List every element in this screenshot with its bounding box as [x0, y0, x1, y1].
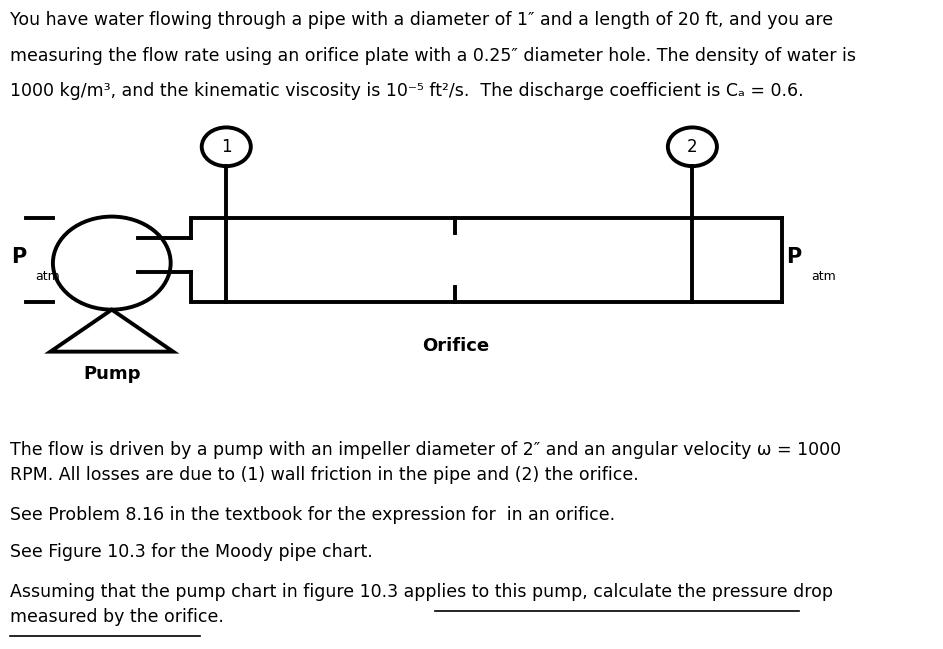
Text: atm: atm: [811, 269, 835, 282]
Text: $\mathbf{P}$: $\mathbf{P}$: [11, 247, 27, 267]
Text: See Problem 8.16 in the textbook for the expression for  in an orifice.: See Problem 8.16 in the textbook for the…: [9, 506, 615, 524]
Text: atm: atm: [36, 269, 60, 282]
Text: measured by the orifice.: measured by the orifice.: [9, 608, 223, 626]
Text: Assuming that the pump chart in figure 10.3 applies to this pump, calculate the : Assuming that the pump chart in figure 1…: [9, 583, 833, 601]
Text: Pump: Pump: [83, 365, 141, 382]
Text: measuring the flow rate using an orifice plate with a 0.25″ diameter hole. The d: measuring the flow rate using an orifice…: [9, 47, 855, 65]
Text: Orifice: Orifice: [422, 337, 488, 356]
Text: RPM. All losses are due to (1) wall friction in the pipe and (2) the orifice.: RPM. All losses are due to (1) wall fric…: [9, 467, 638, 484]
Text: 1000 kg/m³, and the kinematic viscosity is 10⁻⁵ ft²/s.  The discharge coefficien: 1000 kg/m³, and the kinematic viscosity …: [9, 82, 803, 100]
Text: The flow is driven by a pump with an impeller diameter of 2″ and an angular velo: The flow is driven by a pump with an imp…: [9, 441, 841, 459]
Text: See Figure 10.3 for the Moody pipe chart.: See Figure 10.3 for the Moody pipe chart…: [9, 543, 372, 561]
Text: 1: 1: [221, 138, 232, 156]
Text: You have water flowing through a pipe with a diameter of 1″ and a length of 20 f: You have water flowing through a pipe wi…: [9, 11, 833, 29]
Text: 2: 2: [687, 138, 698, 156]
Text: $\mathbf{P}$: $\mathbf{P}$: [786, 247, 802, 267]
